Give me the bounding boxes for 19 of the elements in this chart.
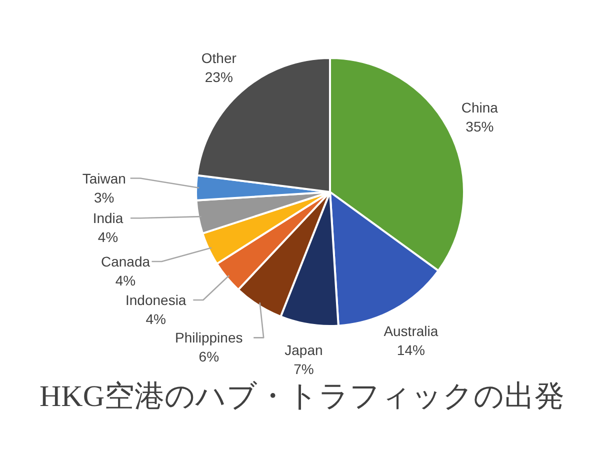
slice-label: Other xyxy=(201,50,237,66)
data-label: 6% xyxy=(198,348,220,365)
data-label: 23% xyxy=(204,68,233,85)
data-label: 4% xyxy=(115,272,136,288)
slice-label: China xyxy=(461,100,498,116)
data-label: 4% xyxy=(98,229,118,246)
text: HKG空港のハブ・トラフィックの出発 xyxy=(40,379,564,415)
slice-label: Canada xyxy=(100,253,150,270)
data-label: 35% xyxy=(466,118,494,135)
slice-label: Japan xyxy=(284,342,323,358)
data-label: 3% xyxy=(94,189,114,206)
slice-label: Philippines xyxy=(175,330,243,346)
data-label: 4% xyxy=(146,311,166,328)
slice-label: Indonesia xyxy=(126,292,186,308)
data-label: 7% xyxy=(294,360,314,377)
slice-label: Taiwan xyxy=(82,170,126,186)
data-label: 14% xyxy=(396,342,425,358)
slice-label: Australia xyxy=(384,323,438,340)
slice-label: India xyxy=(92,210,124,226)
